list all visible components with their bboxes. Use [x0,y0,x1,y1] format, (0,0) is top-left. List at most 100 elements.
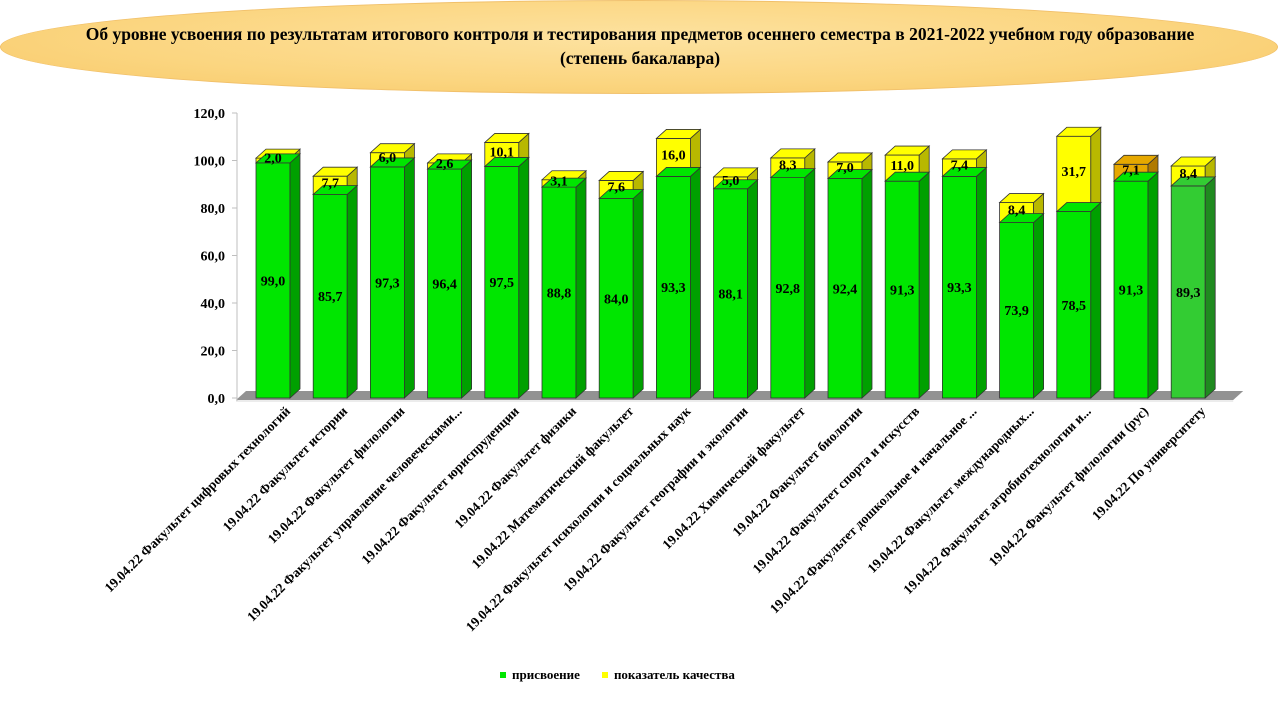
bar-assimilation-front [484,166,520,399]
bar-quality-top [483,133,530,143]
bar-assimilation [884,171,931,399]
data-label-assimilation: 92,8 [776,282,801,297]
bar-assimilation-front [255,162,291,399]
bar-assimilation-side [1147,171,1159,399]
bar-assimilation-front [942,176,977,399]
data-label-assimilation: 91,3 [1119,284,1144,299]
bar-assimilation-front [656,176,691,399]
data-label-assimilation: 85,7 [318,290,343,305]
bar-assimilation [1112,171,1160,399]
bar-quality-top [1170,156,1217,167]
y-axis: 0,0 20,0 40,0 60,0 80,0 100,0 120,0 [194,107,238,407]
bar-assimilation-top [884,171,931,182]
bar-assimilation-top [769,168,816,179]
bar-assimilation-top [1112,171,1160,182]
bar-assimilation-side [861,168,873,399]
bar-quality-top [998,193,1045,203]
x-axis-labels: 19.04.22 Факультет цифровых технологий19… [101,403,1208,634]
data-label-assimilation: 99,0 [261,274,286,289]
data-label-quality: 7,4 [951,159,969,174]
bar-assimilation [826,168,874,399]
data-label-quality: 6,0 [379,151,397,166]
bar-assimilation-top [254,153,302,164]
bar-assimilation-front [369,166,405,399]
data-label-quality: 10,1 [490,145,515,160]
bar-assimilation-front [827,178,863,399]
legend-item-quality: показатель качества [601,667,735,683]
bar-assimilation [655,166,702,399]
bar-assimilation-side [518,156,530,399]
bar-assimilation [483,156,530,399]
bar-assimilation-top [655,167,702,177]
bar-quality-top [312,166,359,177]
bar-assimilation-top [426,159,473,170]
legend: присвоение показатель качества [500,666,735,684]
bar-quality-top [712,167,759,178]
bar-assimilation-front [884,180,920,399]
bar-assimilation-side [575,177,587,399]
bar-assimilation [426,159,473,399]
y-tick-label: 40,0 [201,297,226,312]
data-label-quality: 2,6 [436,157,454,172]
bar-assimilation-front [427,168,463,399]
bar-assimilation-top [826,169,874,179]
legend-label-assimilation: присвоение [512,667,580,682]
x-tick-label: 19.04.22 Факультет физики [451,403,579,531]
bar-assimilation [712,178,759,399]
data-label-assimilation: 97,5 [490,276,515,291]
bar-quality-top [369,143,416,154]
bar-quality-side [1090,126,1102,213]
bar-quality-top [884,145,931,156]
bar-assimilation [941,166,988,399]
data-label-assimilation: 78,5 [1062,299,1087,314]
bar-assimilation-side [1204,176,1216,399]
data-label-quality: 8,3 [779,159,797,174]
bar-assimilation-front [1056,211,1092,399]
legend-swatch-assimilation [500,672,506,678]
bar-quality-top [1112,154,1160,165]
bar-assimilation-side [690,166,701,399]
data-label-assimilation: 96,4 [432,278,457,293]
bar-assimilation-top [598,189,645,199]
bar-assimilation-side [1033,212,1044,399]
data-label-assimilation: 88,1 [718,287,743,302]
bar-assimilation-side [403,157,415,399]
bar-assimilation-front [999,222,1034,399]
bar-assimilation [998,212,1045,399]
y-tick-label: 60,0 [201,250,226,265]
bar-assimilation-top [1170,176,1217,187]
bar-quality-top [1055,126,1102,137]
x-tick-label: 19.04.22 Факультет управление человеческ… [244,404,465,625]
bar-assimilation-side [632,188,644,399]
bar-assimilation-side [747,178,758,399]
bar-assimilation-front [770,177,806,399]
y-tick-label: 20,0 [201,345,226,360]
legend-label-quality: показатель качества [613,667,735,682]
data-label-assimilation: 89,3 [1176,286,1201,301]
data-label-quality: 8,4 [1179,167,1197,182]
bar-assimilation-top [483,157,530,167]
bar-assimilation [1055,201,1102,399]
data-label-quality: 7,1 [1122,164,1140,179]
data-label-quality: 31,7 [1062,165,1087,180]
bar-assimilation [769,167,816,399]
bar-assimilation-top [712,179,759,190]
x-tick-label: 19.04.22 По университету [1089,403,1209,523]
y-tick-label: 80,0 [201,202,226,217]
bar-quality-top [826,152,874,163]
data-label-quality: 3,1 [550,174,568,189]
title-banner [0,0,1278,94]
data-label-quality: 5,0 [722,174,740,189]
bar-assimilation-top [369,157,416,168]
bar-assimilation-side [804,167,816,399]
bar-assimilation-side [289,152,301,399]
bar-assimilation-side [1090,201,1102,399]
x-tick-label: 19.04.22 Факультет дошкольное и начально… [767,404,980,617]
bar-assimilation-side [976,166,987,399]
data-label-quality: 8,4 [1008,204,1026,219]
bar-assimilation-front [1113,180,1149,399]
bar-assimilation [254,152,302,399]
bar-assimilation-side [346,184,358,399]
bar-assimilation-top [312,185,359,195]
